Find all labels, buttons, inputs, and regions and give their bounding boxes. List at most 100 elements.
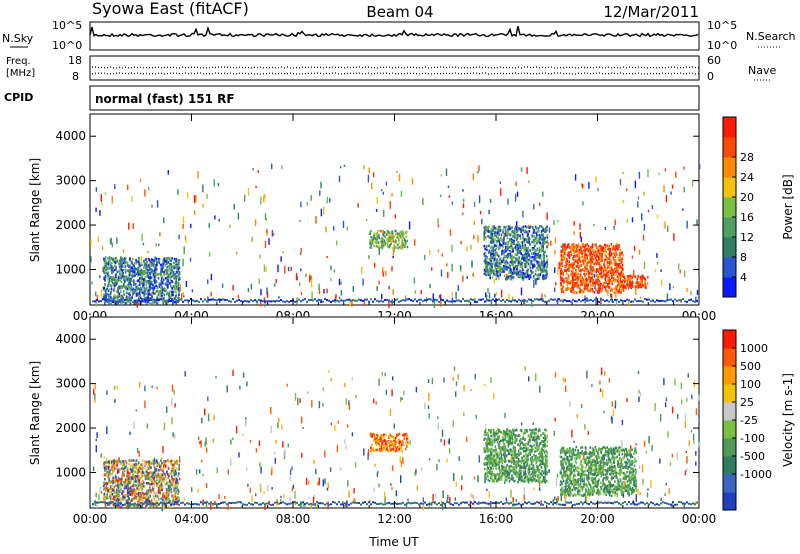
data-cell	[529, 225, 532, 228]
data-cell	[509, 245, 512, 248]
ground-scatter-cell	[488, 299, 490, 302]
data-cell	[388, 231, 390, 234]
data-cell	[144, 492, 146, 496]
data-cell	[424, 254, 426, 260]
ground-scatter-cell	[156, 298, 158, 301]
nsky-label: N.Sky	[2, 32, 34, 45]
data-cell	[626, 398, 628, 402]
data-cell	[583, 452, 585, 460]
data-cell	[237, 294, 240, 299]
data-cell	[538, 202, 541, 206]
data-cell	[591, 287, 594, 291]
data-cell	[135, 300, 138, 304]
data-cell	[615, 267, 617, 271]
data-cell	[494, 258, 496, 261]
data-cell	[614, 278, 617, 281]
data-cell	[675, 171, 677, 178]
data-cell	[531, 240, 533, 244]
data-cell	[472, 272, 474, 277]
data-cell	[457, 374, 459, 380]
data-cell	[129, 282, 131, 285]
data-cell	[384, 231, 386, 234]
data-cell	[105, 288, 108, 291]
data-cell	[171, 298, 173, 301]
data-cell	[606, 244, 609, 247]
data-cell	[641, 277, 644, 281]
data-cell	[167, 465, 169, 468]
data-cell	[207, 396, 209, 402]
ground-scatter-cell	[424, 299, 426, 302]
data-cell	[513, 256, 515, 259]
data-cell	[521, 273, 523, 276]
data-cell	[542, 255, 544, 258]
data-cell	[575, 281, 578, 285]
data-cell	[126, 466, 129, 469]
data-cell	[393, 246, 396, 250]
data-cell	[133, 265, 135, 268]
data-cell	[484, 251, 487, 254]
data-cell	[565, 263, 568, 266]
data-cell	[581, 242, 584, 246]
data-cell	[363, 300, 366, 307]
data-cell	[375, 244, 378, 248]
data-cell	[486, 265, 489, 272]
data-cell	[505, 254, 508, 258]
data-cell	[490, 228, 493, 231]
data-cell	[671, 184, 674, 189]
data-cell	[534, 257, 537, 260]
data-cell	[145, 267, 148, 270]
ground-scatter-cell	[256, 300, 258, 303]
data-cell	[384, 241, 387, 244]
data-cell	[510, 270, 513, 274]
data-cell	[124, 265, 127, 268]
data-cell	[106, 300, 109, 304]
data-cell	[186, 192, 189, 198]
data-cell	[208, 252, 211, 257]
data-cell	[202, 499, 204, 506]
data-cell	[155, 492, 157, 495]
data-cell	[434, 502, 436, 505]
data-cell	[489, 230, 492, 233]
data-cell	[342, 220, 345, 228]
data-cell	[402, 236, 404, 240]
data-cell	[514, 271, 516, 275]
data-cell	[563, 248, 566, 252]
ground-scatter-cell	[674, 298, 676, 301]
data-cell	[612, 256, 615, 259]
data-cell	[378, 247, 380, 255]
data-cell	[538, 273, 540, 276]
data-cell	[540, 233, 543, 236]
data-cell	[95, 445, 97, 453]
data-cell	[524, 262, 526, 266]
ground-scatter-cell	[220, 298, 222, 301]
data-cell	[232, 437, 234, 440]
ground-scatter-cell	[244, 299, 246, 302]
data-cell	[625, 286, 627, 289]
data-cell	[511, 276, 513, 279]
data-cell	[447, 494, 449, 501]
ground-scatter-cell	[588, 299, 590, 302]
data-cell	[495, 272, 498, 276]
data-cell	[651, 205, 654, 209]
data-cell	[496, 259, 498, 262]
data-cell	[576, 281, 579, 284]
data-cell	[152, 289, 154, 293]
data-cell	[524, 244, 527, 247]
data-cell	[643, 277, 646, 280]
data-cell	[542, 263, 545, 266]
data-cell	[546, 229, 548, 232]
data-cell	[654, 403, 656, 411]
data-cell	[239, 385, 241, 390]
colorbar-tick-label: 28	[740, 151, 754, 164]
data-cell	[506, 255, 509, 258]
data-cell	[144, 261, 147, 265]
ground-scatter-cell	[132, 300, 134, 303]
data-cell	[613, 261, 616, 265]
data-cell	[515, 181, 517, 187]
data-cell	[119, 287, 121, 290]
data-cell	[518, 244, 520, 247]
data-cell	[564, 265, 566, 269]
data-cell	[529, 274, 532, 277]
ground-scatter-cell	[236, 299, 238, 302]
ground-scatter-cell	[286, 300, 288, 303]
